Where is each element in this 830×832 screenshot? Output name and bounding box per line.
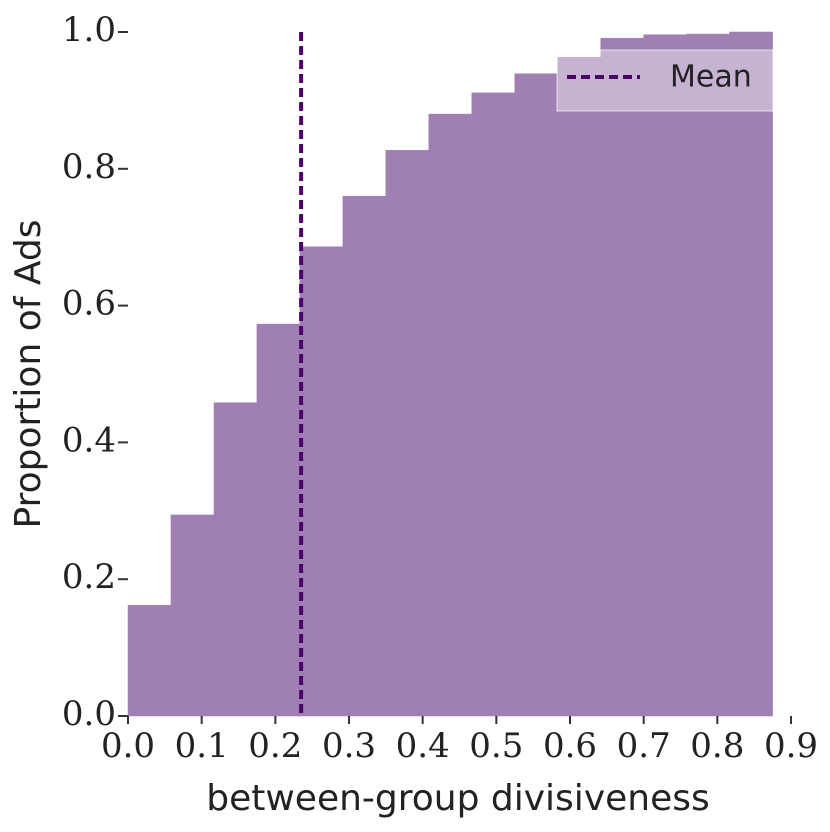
bar [170, 514, 215, 717]
x-tick-label: 0.5 [469, 726, 523, 766]
bar [342, 195, 387, 717]
x-tick-label: 0.6 [543, 726, 597, 766]
bar [213, 402, 258, 717]
x-axis-label: between-group divisiveness [206, 778, 710, 819]
bar [729, 31, 773, 717]
legend-label: Mean [670, 60, 752, 95]
bar [686, 33, 730, 717]
bar [256, 323, 301, 717]
y-tick-label: 0.2 [62, 557, 116, 597]
y-tick-label: 0.4 [62, 420, 116, 460]
bar [471, 92, 516, 717]
x-tick-label: 0.7 [617, 726, 671, 766]
bar [127, 604, 172, 717]
bar [514, 73, 558, 717]
bar [600, 37, 644, 717]
y-tick-label: 0.0 [62, 694, 116, 734]
y-tick-label: 1.0 [62, 10, 116, 50]
bar [385, 150, 430, 717]
bar [428, 113, 473, 717]
y-tick-label: 0.8 [62, 147, 116, 187]
bar [643, 34, 687, 717]
x-tick-label: 0.0 [101, 726, 155, 766]
x-tick-label: 0.9 [764, 726, 818, 766]
y-tick-label: 0.6 [62, 284, 116, 324]
x-tick-label: 0.2 [248, 726, 302, 766]
legend-box [556, 49, 774, 112]
x-tick-label: 0.4 [396, 726, 450, 766]
x-tick-label: 0.3 [322, 726, 376, 766]
y-axis-label: Proportion of Ads [8, 220, 49, 529]
x-tick-label: 0.8 [690, 726, 744, 766]
bar [557, 57, 601, 717]
x-tick-label: 0.1 [175, 726, 229, 766]
bar [299, 246, 344, 717]
